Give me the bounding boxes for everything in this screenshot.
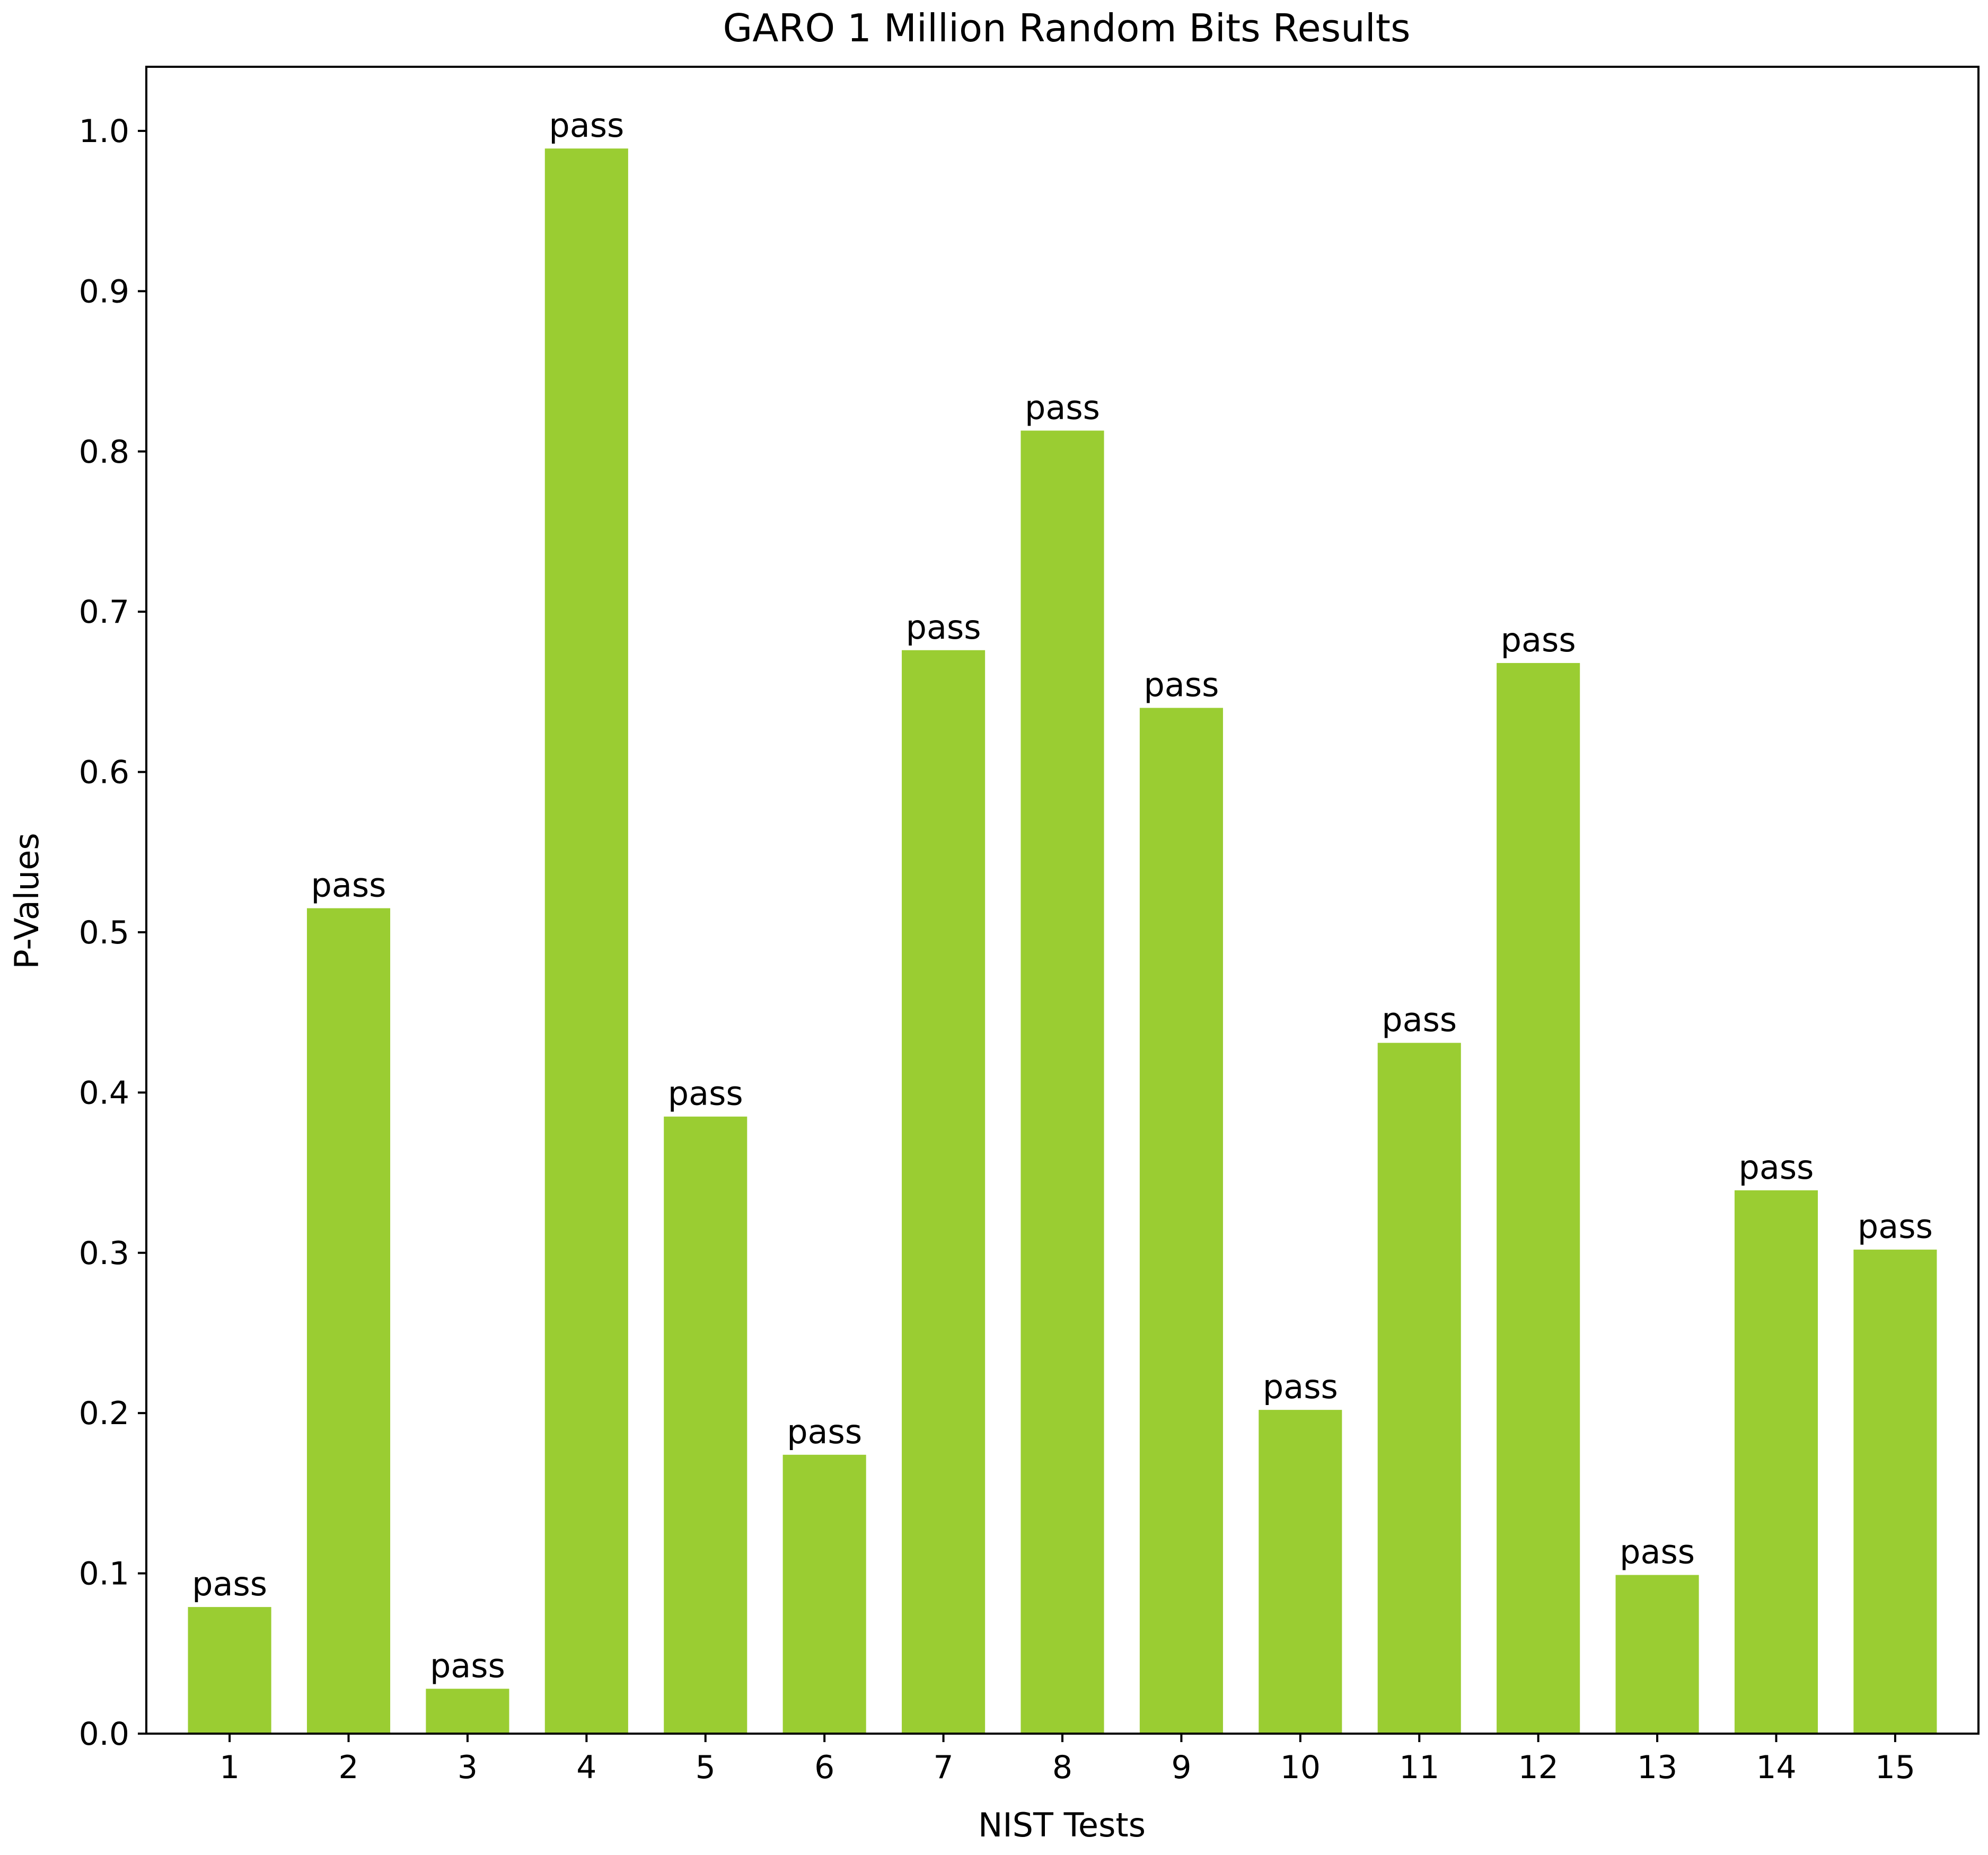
- bar-label-15: pass: [1858, 1207, 1933, 1246]
- x-tick-label-2: 2: [338, 1749, 358, 1786]
- bar-label-14: pass: [1739, 1148, 1814, 1187]
- bar-9: [1139, 708, 1223, 1734]
- bar-label-7: pass: [906, 608, 981, 647]
- bar-6: [782, 1454, 866, 1734]
- bar-label-12: pass: [1501, 621, 1576, 659]
- bar-label-3: pass: [430, 1646, 505, 1685]
- bar-label-13: pass: [1620, 1533, 1695, 1571]
- bar-label-10: pass: [1263, 1367, 1338, 1406]
- y-tick-label-0.8: 0.8: [79, 434, 129, 471]
- x-tick-label-12: 12: [1518, 1749, 1558, 1786]
- y-tick-label-0.3: 0.3: [79, 1235, 129, 1272]
- bar-15: [1853, 1249, 1937, 1734]
- x-tick-label-5: 5: [696, 1749, 716, 1786]
- x-tick-label-15: 15: [1875, 1749, 1915, 1786]
- x-tick-label-4: 4: [576, 1749, 596, 1786]
- bar-13: [1615, 1575, 1699, 1734]
- bar-label-1: pass: [192, 1565, 267, 1603]
- bar-label-11: pass: [1382, 1001, 1457, 1039]
- y-tick-label-0.9: 0.9: [79, 273, 129, 310]
- x-axis-title: NIST Tests: [978, 1806, 1146, 1844]
- bar-14: [1734, 1190, 1818, 1734]
- y-axis: 0.0 0.1 0.2 0.3 0.4 0.5 0.6 0.7 0.8 0.9 1.0: [79, 113, 146, 1753]
- bar-4: [544, 148, 628, 1734]
- bar-12: [1497, 662, 1580, 1734]
- bar-label-2: pass: [311, 866, 386, 905]
- bar-11: [1377, 1043, 1461, 1734]
- x-tick-label-8: 8: [1052, 1749, 1072, 1786]
- bar-label-4: pass: [549, 106, 624, 145]
- x-tick-label-14: 14: [1756, 1749, 1796, 1786]
- bar-label-6: pass: [787, 1412, 862, 1451]
- x-tick-label-13: 13: [1637, 1749, 1677, 1786]
- bar-1: [188, 1607, 271, 1734]
- y-tick-label-0.4: 0.4: [79, 1074, 129, 1111]
- bar-8: [1021, 430, 1104, 1734]
- y-tick-label-0.2: 0.2: [79, 1395, 129, 1432]
- x-tick-label-1: 1: [219, 1749, 240, 1786]
- y-tick-label-0.6: 0.6: [79, 754, 129, 791]
- x-tick-label-9: 9: [1171, 1749, 1191, 1786]
- x-axis: 1 2 3 4 5 6 7 8 9 10 11 12 13 14 15: [219, 1734, 1915, 1786]
- bar-label-5: pass: [668, 1074, 743, 1113]
- bar-label-8: pass: [1025, 388, 1100, 427]
- y-tick-label-0.7: 0.7: [79, 594, 129, 631]
- bar-2: [306, 908, 391, 1734]
- y-tick-label-0.1: 0.1: [79, 1556, 129, 1593]
- bar-10: [1259, 1410, 1342, 1734]
- bars-group: [188, 148, 1937, 1734]
- plot-frame: [145, 66, 1980, 1735]
- bar-5: [664, 1116, 747, 1734]
- y-tick-label-1.0: 1.0: [79, 113, 129, 150]
- y-axis-title: P-Values: [7, 833, 46, 969]
- bar-3: [426, 1689, 509, 1734]
- bar-labels-group: pass pass pass pass pass pass pass pass pass pass…: [192, 106, 1933, 1685]
- bar-7: [902, 650, 986, 1734]
- x-tick-label-10: 10: [1280, 1749, 1321, 1786]
- chart-title: GARO 1 Million Random Bits Results: [723, 6, 1410, 50]
- y-tick-label-0.0: 0.0: [79, 1716, 129, 1753]
- x-tick-label-11: 11: [1399, 1749, 1439, 1786]
- y-tick-label-0.5: 0.5: [79, 914, 129, 951]
- x-tick-label-6: 6: [814, 1749, 834, 1786]
- x-tick-label-7: 7: [933, 1749, 953, 1786]
- x-tick-label-3: 3: [458, 1749, 478, 1786]
- bar-label-9: pass: [1143, 666, 1219, 704]
